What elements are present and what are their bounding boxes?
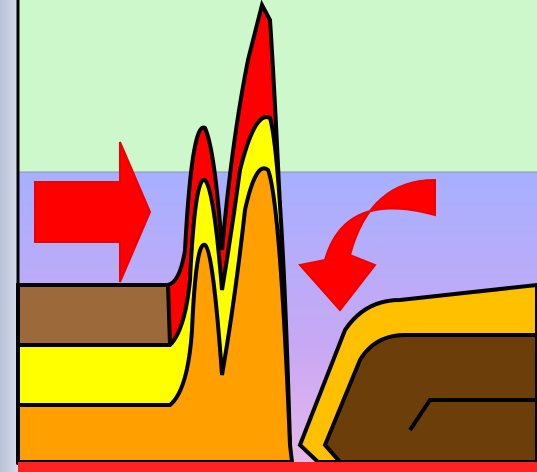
- right-inner-line: [408, 398, 537, 432]
- push-arrow: [34, 141, 152, 283]
- subduction-arrow: [298, 178, 436, 312]
- bottom-strip: [18, 462, 537, 472]
- left-border: [0, 0, 18, 472]
- orange-layer: [16, 166, 295, 464]
- brown-layer: [16, 283, 173, 347]
